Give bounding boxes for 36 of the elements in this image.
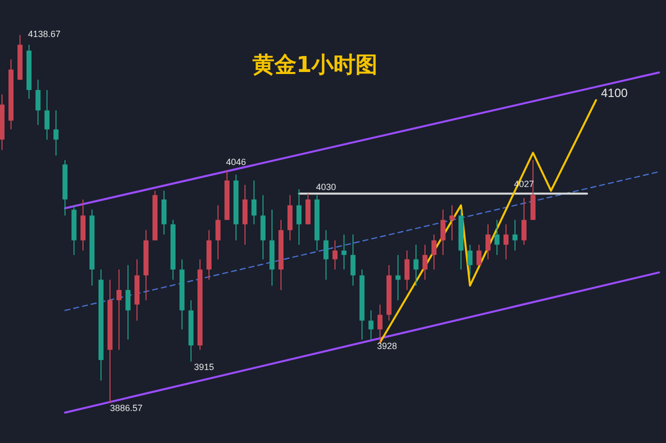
candlestick (116, 269, 122, 350)
candlestick (296, 188, 302, 246)
candlestick (494, 219, 500, 256)
candlestick (512, 219, 518, 252)
candlestick (486, 224, 490, 260)
candlestick (368, 310, 374, 340)
annotation: 4138.67 (28, 29, 61, 39)
candlestick (450, 204, 454, 241)
candlestick (252, 180, 256, 225)
candlestick (414, 244, 418, 286)
candlestick (44, 89, 50, 140)
annotation: 3915 (194, 362, 214, 372)
candlestick (216, 204, 220, 260)
candlestick (324, 230, 328, 280)
annotation: 3886.57 (110, 403, 143, 413)
candlestick (332, 240, 338, 270)
annotation: 4046 (226, 157, 246, 167)
candlestick (342, 234, 346, 270)
text: 黄金1小时图 (251, 53, 378, 78)
candlestick (468, 244, 472, 276)
candlestick (350, 234, 356, 286)
candlestick (126, 264, 130, 340)
candlestick (378, 304, 382, 344)
candlestick (440, 209, 446, 256)
candlestick (522, 198, 526, 246)
candlestick (404, 250, 410, 290)
annotation: 3928 (377, 341, 398, 351)
candlestick (432, 234, 436, 270)
annotation: 4030 (316, 182, 336, 192)
candlestick (504, 224, 508, 260)
annotation: 4100 (601, 86, 628, 100)
candlestick (396, 254, 400, 301)
candlestick (36, 79, 40, 126)
candlestick (422, 244, 428, 280)
candlestick (54, 110, 58, 156)
candlestick (476, 244, 482, 266)
